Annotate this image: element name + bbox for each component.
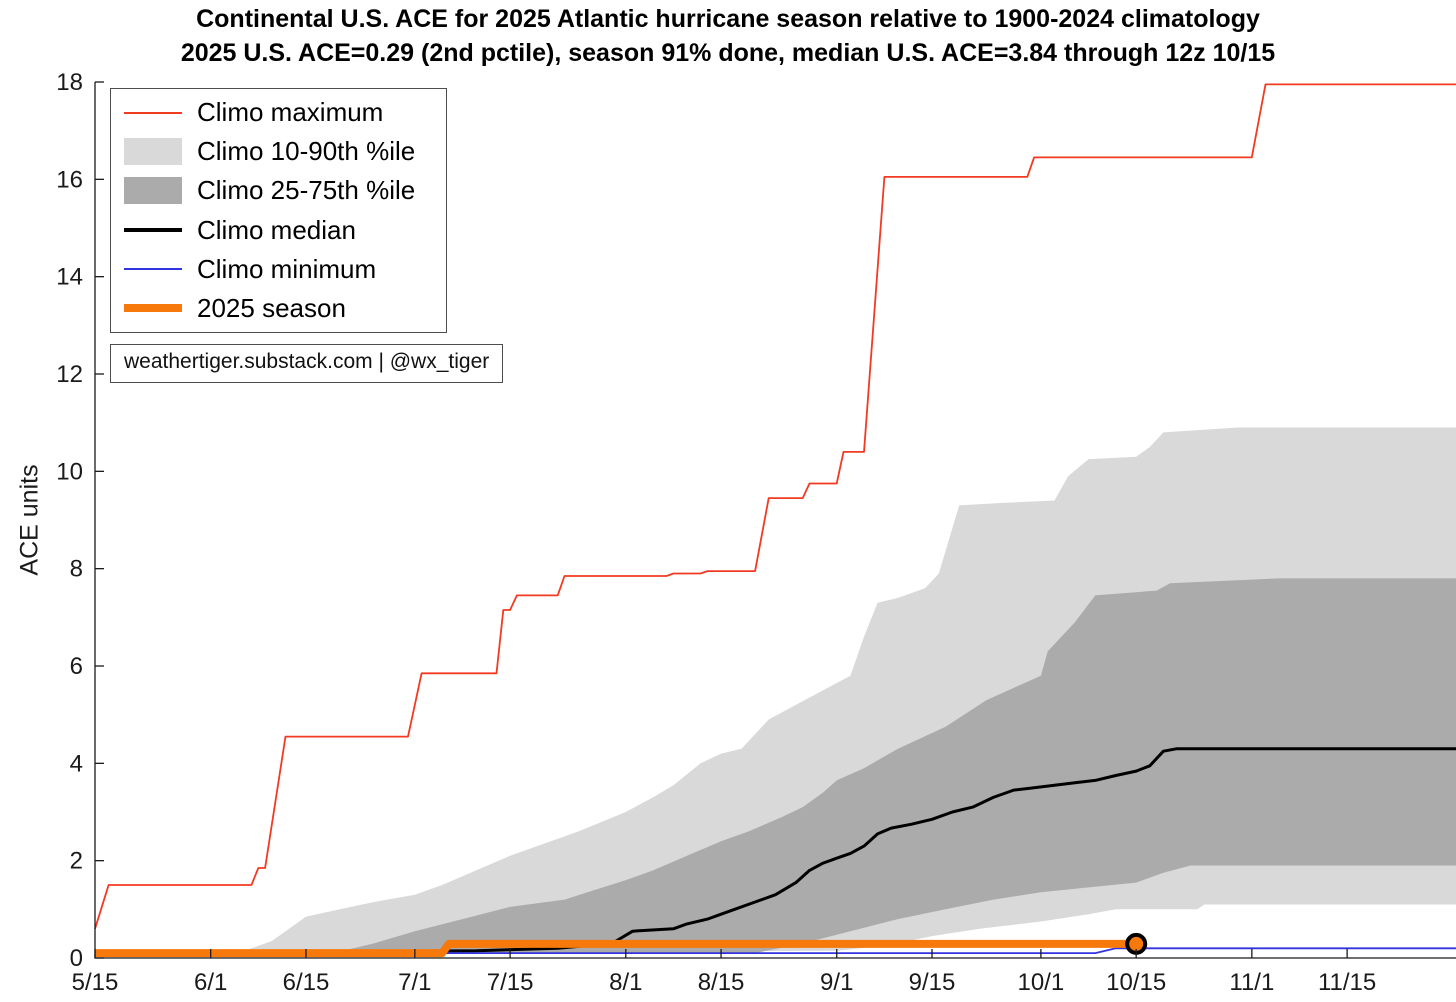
legend-item-climo-minimum: Climo minimum xyxy=(123,250,446,289)
x-tick-label: 7/1 xyxy=(398,969,431,996)
x-tick-label: 11/1 xyxy=(1229,969,1274,996)
legend-label: Climo 10-90th %ile xyxy=(197,136,416,167)
legend-label: Climo 25-75th %ile xyxy=(197,175,416,206)
x-tick-label: 9/1 xyxy=(820,969,853,996)
x-tick-label: 6/1 xyxy=(194,969,227,996)
y-tick-label: 16 xyxy=(56,166,83,193)
legend-label: Climo minimum xyxy=(197,253,377,284)
y-tick-label: 6 xyxy=(70,653,83,680)
y-tick-label: 18 xyxy=(56,69,83,96)
y-tick-label: 14 xyxy=(56,264,83,291)
legend-item-climo-maximum: Climo maximum xyxy=(123,93,446,132)
series-climo-minimum xyxy=(95,947,1456,954)
legend-swatch-minimum-line xyxy=(123,268,183,271)
y-tick-label: 2 xyxy=(70,848,83,875)
chart-title-line2: 2025 U.S. ACE=0.29 (2nd pctile), season … xyxy=(180,39,1276,67)
legend-label: 2025 season xyxy=(197,292,346,323)
legend-item-climo-10-90: Climo 10-90th %ile xyxy=(123,132,446,171)
legend-swatch-climo-maximum-line xyxy=(123,111,183,114)
y-tick-label: 8 xyxy=(70,556,83,583)
legend-swatch-2025-line xyxy=(123,304,183,313)
legend-item-climo-25-75: Climo 25-75th %ile xyxy=(123,171,446,210)
x-tick-label: 8/15 xyxy=(698,969,745,996)
x-tick-label: 9/15 xyxy=(909,969,956,996)
legend-swatch-median-line xyxy=(123,228,183,233)
band-climo-25-75th-ile xyxy=(333,578,1456,954)
y-axis-label: ACE units xyxy=(15,464,44,576)
x-tick-label: 10/15 xyxy=(1106,969,1166,996)
legend-label: Climo maximum xyxy=(197,97,384,128)
legend-item-2025-season: 2025 season xyxy=(123,289,446,328)
legend-swatch-25-75-patch xyxy=(123,177,183,205)
y-tick-label: 12 xyxy=(56,361,83,388)
x-tick-label: 6/15 xyxy=(283,969,330,996)
y-tick-label: 0 xyxy=(70,945,83,972)
y-tick-label: 10 xyxy=(56,458,83,485)
y-tick-label: 4 xyxy=(70,750,83,777)
watermark: weathertiger.substack.com | @wx_tiger xyxy=(110,344,504,383)
legend: Climo maximum Climo 10-90th %ile Climo 2… xyxy=(110,88,447,333)
series-2025-season xyxy=(95,939,1137,958)
chart-title-line1: Continental U.S. ACE for 2025 Atlantic h… xyxy=(196,5,1260,33)
legend-label: Climo median xyxy=(197,214,356,245)
chart-title: Continental U.S. ACE for 2025 Atlantic h… xyxy=(0,2,1456,70)
x-tick-label: 10/1 xyxy=(1018,969,1065,996)
series-climo-maximum xyxy=(94,83,1456,930)
x-tick-label: 7/15 xyxy=(487,969,534,996)
x-tick-label: 8/1 xyxy=(609,969,642,996)
x-tick-label: 5/15 xyxy=(72,969,119,996)
series-climo-median xyxy=(94,747,1456,955)
x-tick-label: 11/15 xyxy=(1318,969,1376,996)
legend-swatch-10-90-patch xyxy=(123,138,183,166)
legend-item-climo-median: Climo median xyxy=(123,211,446,250)
